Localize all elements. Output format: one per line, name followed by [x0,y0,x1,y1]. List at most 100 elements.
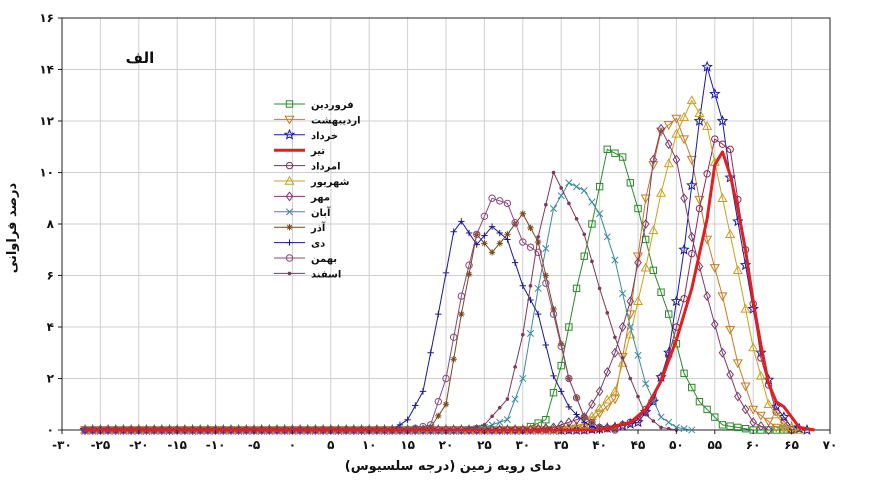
data-point [609,386,621,396]
data-point [551,170,556,175]
data-point [694,108,705,117]
data-point [611,347,619,358]
data-point [686,95,697,105]
data-point [726,145,734,154]
data-point [572,284,581,293]
data-point [565,417,573,428]
legend-label: فروردین [311,100,354,111]
data-point [519,238,527,246]
data-point [594,409,605,419]
data-point [718,140,727,148]
data-point [687,231,696,242]
data-point [732,265,743,275]
legend-label: اردیبهشت [311,115,361,126]
data-point [542,423,550,434]
data-point [580,413,588,421]
data-point [450,355,457,363]
data-point [534,284,542,292]
data-point [609,395,621,405]
data-point [557,192,565,200]
x-tick-label: ۲۰ [439,438,454,452]
data-point [565,323,573,331]
x-tick-label: ۶۰ [746,438,761,452]
data-point [549,422,558,433]
x-tick-label: ۵۰ [669,438,684,452]
data-point [544,202,548,207]
data-point [603,145,611,154]
x-axis-title: دمای رویه زمین (درجه سلسیوس) [345,459,562,474]
data-point [497,405,502,410]
data-point [426,421,435,429]
data-point [503,199,512,208]
x-tick-label: -۵ [248,438,260,452]
data-point [709,87,721,99]
data-point [595,182,604,191]
x-tick-label: -۱۵ [167,438,187,452]
data-point [511,395,519,403]
data-point [757,421,765,432]
data-point [640,262,651,272]
data-point [702,235,713,245]
legend-label: مهر [310,192,330,203]
series-6 [79,95,805,434]
data-point [511,219,519,227]
data-point [734,391,742,402]
data-point [503,416,511,424]
data-point [542,244,550,253]
data-point [755,411,766,421]
data-point [481,232,488,239]
data-point [603,367,612,378]
x-tick-label: ۴۰ [592,438,607,452]
data-point [778,425,789,434]
data-point [442,269,450,277]
data-point [427,349,434,356]
y-tick-label: ۴ [47,320,54,334]
series-12 [83,170,679,432]
x-tick-label: ۲۵ [477,438,492,452]
data-point [284,175,295,185]
data-point [511,259,519,266]
series-line [85,172,677,431]
data-point [457,292,466,300]
data-point [651,419,656,423]
data-point [655,187,667,197]
data-point [695,204,704,213]
data-point [488,249,496,256]
data-point [565,179,573,187]
data-point [665,418,673,426]
series-1 [81,145,796,434]
data-point [763,399,774,408]
data-point [734,423,742,432]
data-point [504,231,511,238]
data-point [626,323,634,331]
legend-label: خرداد [311,131,338,142]
data-point [611,256,619,264]
y-axis-ticks: ۰ ۲ ۴ ۶ ۸ ۱۰ ۱۲ ۱۴ ۱۶ [39,11,62,437]
data-point [665,310,673,318]
data-point [597,286,602,291]
series-line [85,138,792,431]
data-point [536,235,540,239]
data-point [686,179,698,191]
legend-label: آبان [311,206,331,219]
data-point [465,229,473,237]
data-point [534,423,542,434]
data-point [594,402,605,412]
data-point [565,374,573,383]
data-point [771,409,782,419]
data-point [285,100,294,108]
x-tick-label: ۴۵ [631,438,646,452]
y-tick-label: ۱۰ [39,166,54,180]
data-point [718,421,727,429]
data-point [740,303,751,313]
y-tick-label: ۱۲ [39,114,54,128]
data-point [528,284,533,288]
legend-item: دی [274,239,325,250]
legend-item: خرداد [274,128,338,142]
data-point [579,419,590,429]
data-point [763,417,774,427]
data-point [726,422,734,430]
legend-item: اردیبهشت [274,115,361,126]
data-point [605,311,610,315]
x-tick-label: -۲۵ [91,438,111,452]
